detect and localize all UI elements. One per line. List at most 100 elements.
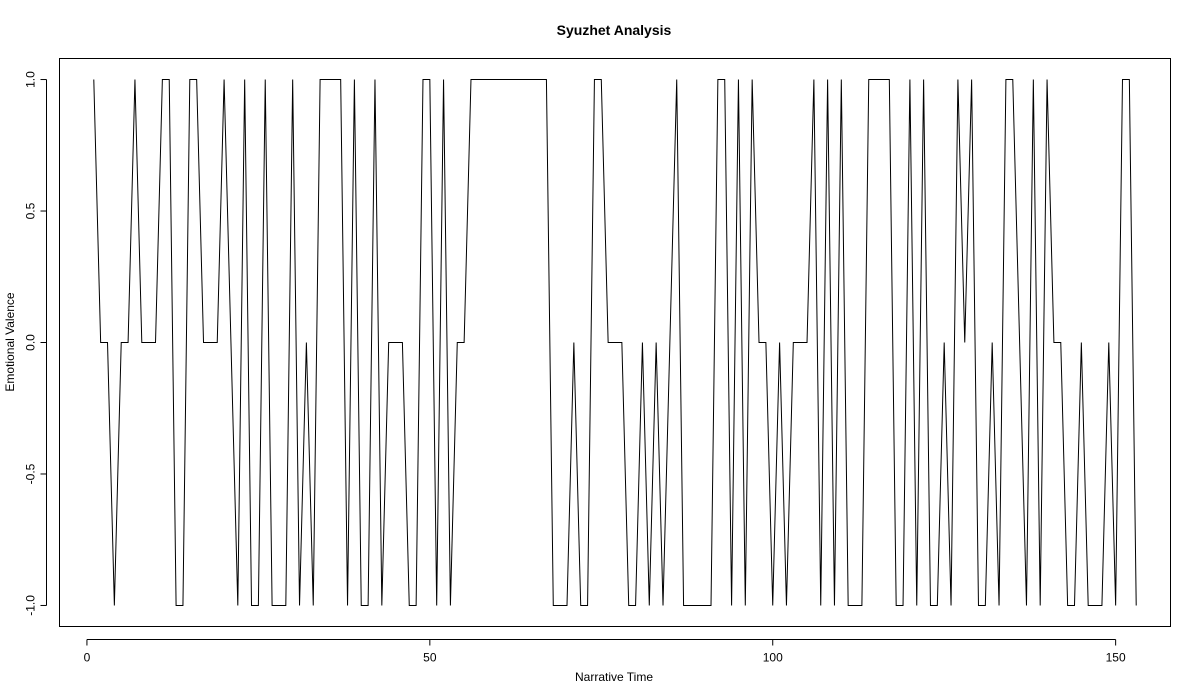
data-point: [566, 605, 567, 606]
data-point: [560, 605, 561, 606]
data-point: [196, 79, 197, 80]
data-point: [1088, 605, 1089, 606]
data-point: [272, 605, 273, 606]
x-tick-label: 50: [423, 651, 437, 665]
data-point: [320, 79, 321, 80]
data-point: [265, 79, 266, 80]
data-point: [93, 79, 94, 80]
data-point: [237, 605, 238, 606]
data-point: [1095, 605, 1096, 606]
data-point: [999, 605, 1000, 606]
data-point: [484, 79, 485, 80]
data-point: [834, 605, 835, 606]
data-point: [615, 342, 616, 343]
data-point: [861, 605, 862, 606]
data-point: [772, 605, 773, 606]
data-point: [971, 79, 972, 80]
x-tick-label: 100: [763, 651, 783, 665]
data-point: [230, 342, 231, 343]
data-point: [717, 79, 718, 80]
data-point: [477, 79, 478, 80]
data-point: [333, 79, 334, 80]
series-line-emotional-valence: [93, 79, 1137, 606]
data-point: [930, 605, 931, 606]
data-point: [217, 342, 218, 343]
data-point: [649, 605, 650, 606]
data-point: [1040, 605, 1041, 606]
data-point: [697, 605, 698, 606]
data-point: [251, 605, 252, 606]
data-point: [210, 342, 211, 343]
data-point: [1101, 605, 1102, 606]
data-point: [1122, 79, 1123, 80]
data-point: [992, 342, 993, 343]
data-point: [429, 79, 430, 80]
data-point: [285, 605, 286, 606]
data-point: [176, 605, 177, 606]
y-tick-label: 0.5: [24, 202, 38, 219]
data-point: [409, 605, 410, 606]
x-tick-label: 150: [1106, 651, 1126, 665]
data-point: [340, 79, 341, 80]
data-point: [422, 79, 423, 80]
data-point: [505, 79, 506, 80]
y-tick-label: -0.5: [24, 463, 38, 484]
data-point: [1019, 342, 1020, 343]
data-point: [759, 342, 760, 343]
data-point: [985, 605, 986, 606]
data-point: [347, 605, 348, 606]
data-point: [1081, 342, 1082, 343]
data-point: [278, 605, 279, 606]
data-point: [518, 79, 519, 80]
data-point: [1053, 342, 1054, 343]
data-point: [587, 605, 588, 606]
y-axis: -1.0 -0.5 0.0 0.5 1.0: [24, 71, 47, 616]
data-point: [909, 79, 910, 80]
data-point: [704, 605, 705, 606]
data-point: [354, 79, 355, 80]
data-point: [326, 79, 327, 80]
y-tick-label: -1.0: [24, 595, 38, 616]
data-point: [450, 605, 451, 606]
data-point: [224, 79, 225, 80]
data-point: [374, 79, 375, 80]
data-point: [1012, 79, 1013, 80]
y-tick-label: 0.0: [24, 334, 38, 351]
data-point: [779, 342, 780, 343]
y-axis-label: Emotional Valence: [3, 292, 17, 391]
data-point: [381, 605, 382, 606]
data-point: [258, 605, 259, 606]
data-point: [532, 79, 533, 80]
data-point: [793, 342, 794, 343]
data-point: [663, 605, 664, 606]
data-point: [443, 79, 444, 80]
data-point: [1108, 342, 1109, 343]
data-point: [100, 342, 101, 343]
data-point: [855, 605, 856, 606]
data-point: [313, 605, 314, 606]
data-point: [464, 342, 465, 343]
data-point: [512, 79, 513, 80]
plot-area-box: [59, 58, 1171, 627]
data-point: [807, 342, 808, 343]
data-point: [580, 605, 581, 606]
data-point: [162, 79, 163, 80]
data-point: [745, 605, 746, 606]
data-point: [1074, 605, 1075, 606]
data-point: [436, 605, 437, 606]
data-point: [669, 342, 670, 343]
data-point: [553, 605, 554, 606]
data-point: [944, 342, 945, 343]
data-point: [395, 342, 396, 343]
data-point: [498, 79, 499, 80]
data-point: [676, 79, 677, 80]
data-point: [121, 342, 122, 343]
data-point: [388, 342, 389, 343]
data-point: [642, 342, 643, 343]
data-point: [628, 605, 629, 606]
data-point: [916, 605, 917, 606]
data-point: [964, 342, 965, 343]
data-point: [882, 79, 883, 80]
data-point: [827, 79, 828, 80]
